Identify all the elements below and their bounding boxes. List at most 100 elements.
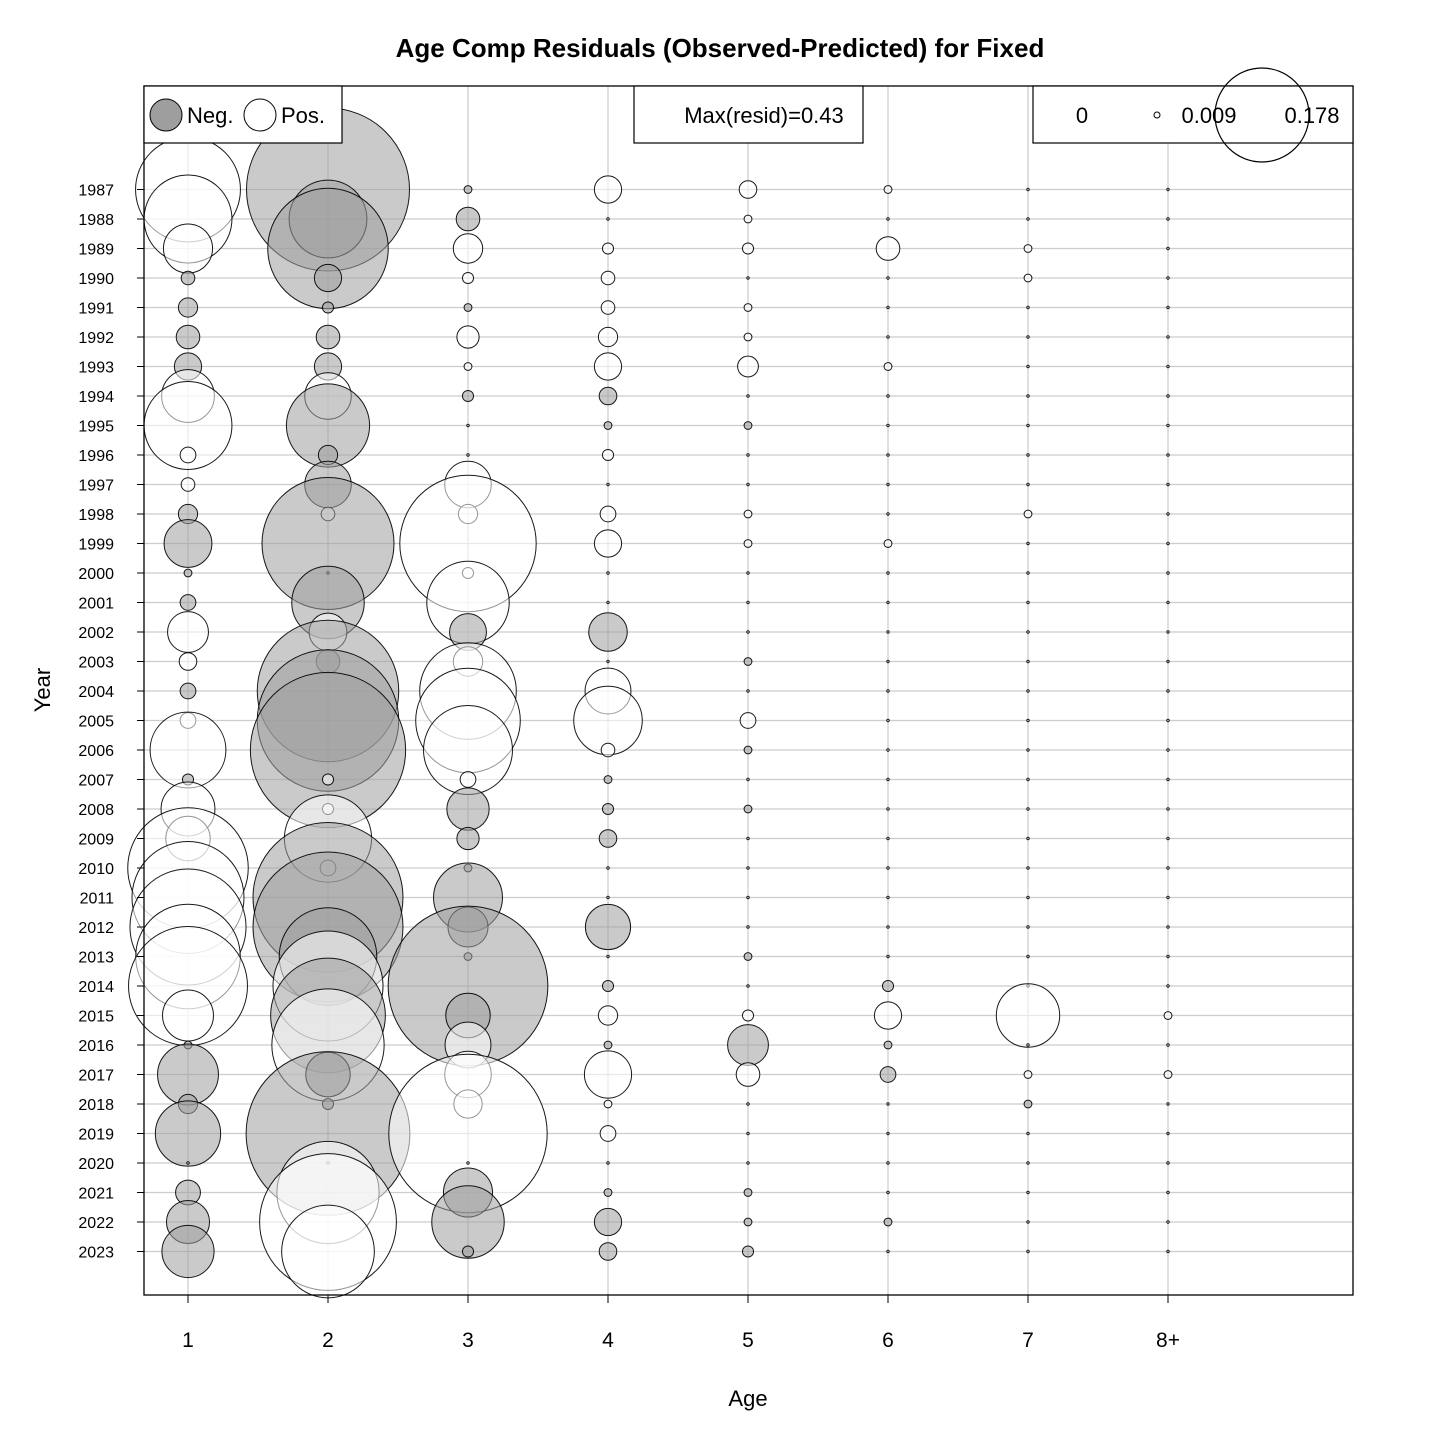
bubble-positive [1026,217,1030,221]
legend-size-box [1032,85,1354,144]
bubble-positive [606,217,610,221]
bubble-positive [886,600,890,605]
bubble-positive [746,600,750,605]
bubble-negative [321,301,335,314]
bubble-negative [446,787,490,831]
bubble-positive [886,630,890,634]
bubble-positive [1166,1102,1170,1106]
bubble-positive [178,652,198,671]
bubble-positive [603,1099,613,1109]
bubble-positive [593,529,623,558]
y-tick-label: 2022 [78,1215,114,1232]
bubble-positive [1026,1131,1030,1136]
bubble-positive [886,1161,890,1165]
bubble-positive [1026,305,1030,310]
bubble-positive [606,659,610,664]
bubble-positive [1026,335,1030,339]
bubble-positive [886,895,890,900]
bubble-positive [456,325,480,349]
bubble-positive [1166,689,1170,693]
bubble-positive [1166,541,1170,546]
bubble-positive [1166,1190,1170,1195]
bubble-negative [588,612,628,652]
bubble-positive [1026,1161,1030,1165]
bubble-positive [886,807,890,811]
bubble-positive [746,866,750,870]
bubble-positive [1166,600,1170,605]
bubble-positive [1166,630,1170,634]
bubble-negative [727,1024,769,1066]
bubble-positive [875,236,901,261]
y-tick-label: 2003 [78,655,114,672]
bubble-positive [1026,571,1030,575]
bubble-positive [606,895,610,900]
bubble-negative [881,979,895,993]
legend-size-label-0: 0 [1076,103,1088,128]
bubble-negative [603,775,613,784]
bubble-negative [603,1040,613,1050]
bubble-positive [746,1102,750,1106]
bubble-negative [455,206,481,232]
bubble-positive [1166,246,1170,251]
bubble-positive [1026,925,1030,929]
bubble-positive [1026,777,1030,782]
bubble-negative [743,804,753,814]
bubble-positive [1023,244,1033,253]
y-tick-label: 1995 [78,419,114,436]
bubble-positive [886,748,890,752]
bubble-positive [1026,600,1030,605]
bubble-positive [599,505,617,523]
bubble-positive [883,185,893,194]
bubble-negative [743,952,753,961]
legend-size-label-1: 0.009 [1181,103,1236,128]
bubble-negative [743,1188,753,1197]
y-tick-layer: 1987 1988 1989 1990 1991 1992 1993 1994 1995 1996… [78,183,144,1262]
bubble-positive [1026,482,1030,487]
bubble-negative [601,802,615,816]
bubble-positive [1026,1190,1030,1195]
bubble-positive [1166,187,1170,192]
bubble-positive [463,362,473,371]
bubble-negative [179,682,197,700]
bubble-positive [1166,305,1170,310]
bubble-positive [746,895,750,900]
bubble-positive [883,362,893,371]
chart-title: Age Comp Residuals (Observed-Predicted) … [396,33,1045,63]
bubble-positive [886,482,890,487]
x-tick-label: 6 [882,1329,894,1352]
x-tick-label: 3 [462,1329,474,1352]
legend-pos-swatch [243,98,277,132]
bubble-positive [746,984,750,988]
bubble-positive [1026,718,1030,723]
y-tick-label: 2012 [78,920,114,937]
bubble-positive [746,394,750,398]
bubble-positive [606,954,610,959]
y-tick-label: 2008 [78,802,114,819]
legend-size-label-2: 0.178 [1284,103,1339,128]
y-tick-label: 2005 [78,714,114,731]
bubble-positive [886,335,890,339]
y-tick-label: 2013 [78,950,114,967]
bubble-positive [459,771,477,788]
bubble-positive [886,571,890,575]
bubble-negative [743,745,753,755]
bubble-positive [167,611,209,653]
bubble-positive [1026,394,1030,398]
bubble-positive [1026,659,1030,664]
bubble-positive [1166,777,1170,782]
bubble-positive [873,1001,903,1030]
y-axis-title: Year [30,668,55,712]
bubble-positive [1166,659,1170,664]
y-tick-label: 2004 [78,684,114,701]
bubble-positive [162,223,214,274]
y-tick-label: 1994 [78,389,114,406]
x-tick-label: 2 [322,1329,334,1352]
legend-max-box [633,85,864,144]
bubble-positive [746,925,750,929]
bubble-negative [598,1242,618,1261]
bubble-positive [321,773,335,786]
bubble-positive [1166,1043,1170,1047]
bubble-positive [746,571,750,575]
bubble-negative [461,389,475,403]
